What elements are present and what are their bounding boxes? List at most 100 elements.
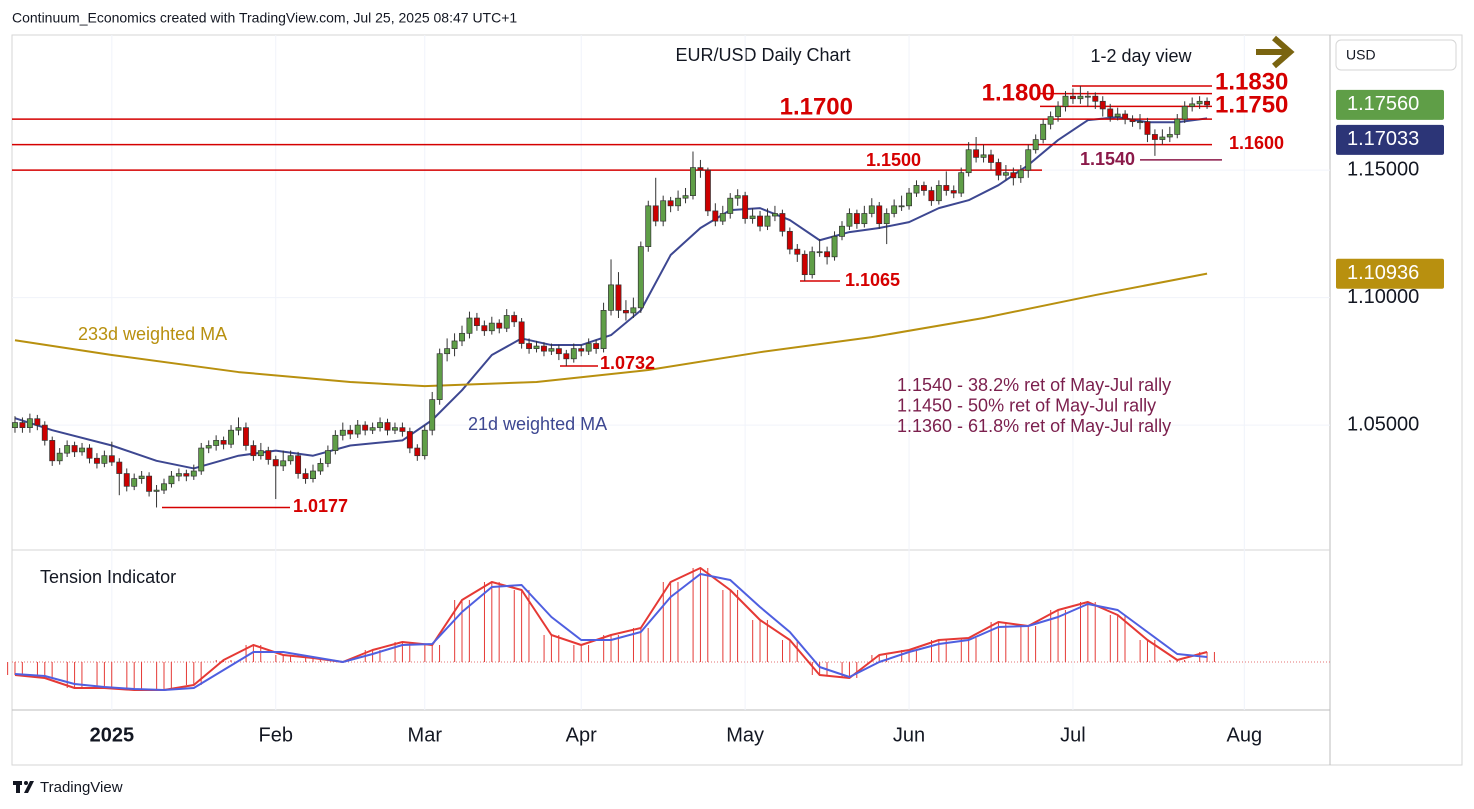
indicator-title: Tension Indicator bbox=[40, 567, 176, 587]
candle-body bbox=[466, 317, 473, 334]
candle-body bbox=[1151, 134, 1158, 140]
x-tick-label: Aug bbox=[1227, 724, 1263, 746]
candle-body bbox=[242, 427, 249, 446]
candle-body bbox=[153, 489, 160, 492]
candle-body bbox=[1062, 95, 1069, 107]
candle-body bbox=[548, 348, 555, 352]
candle-body bbox=[533, 345, 540, 349]
candle-body bbox=[190, 470, 197, 477]
candle-body bbox=[257, 450, 264, 457]
candle-body bbox=[295, 455, 302, 474]
candle-body bbox=[138, 475, 145, 479]
y-tick-label: 1.05000 bbox=[1347, 413, 1419, 435]
x-tick-label: 2025 bbox=[90, 724, 135, 746]
candle-body bbox=[615, 284, 622, 311]
candle-body bbox=[555, 348, 562, 355]
candle-body bbox=[473, 317, 480, 327]
candle-body bbox=[757, 215, 763, 227]
price-badge-label: 1.10936 bbox=[1347, 262, 1419, 284]
candle-body bbox=[570, 348, 577, 360]
candle-body bbox=[742, 195, 749, 219]
candle-body bbox=[511, 315, 518, 323]
candle-body bbox=[541, 345, 547, 352]
candle-body bbox=[891, 205, 898, 214]
candle-body bbox=[853, 213, 860, 225]
candle-body bbox=[883, 213, 890, 225]
x-tick-label: Feb bbox=[259, 724, 293, 746]
candle-body bbox=[481, 325, 488, 332]
candle-body bbox=[41, 424, 48, 441]
candle-body bbox=[697, 167, 704, 171]
candle-body bbox=[280, 460, 287, 467]
candle-body bbox=[1181, 106, 1188, 120]
candle-body bbox=[339, 429, 346, 436]
level-label: 1.1700 bbox=[780, 93, 853, 120]
candle-body bbox=[801, 253, 808, 276]
candle-body bbox=[272, 459, 279, 467]
candle-body bbox=[980, 154, 987, 158]
candle-body bbox=[1092, 95, 1099, 102]
candle-body bbox=[220, 440, 227, 445]
candle-body bbox=[809, 251, 816, 276]
price-badge-label: 1.17033 bbox=[1347, 128, 1419, 150]
candle-body bbox=[451, 340, 458, 349]
candle-body bbox=[228, 429, 234, 445]
footer-logo bbox=[13, 781, 34, 793]
candle-body bbox=[839, 225, 845, 237]
candle-body bbox=[1196, 100, 1203, 105]
candle-body bbox=[64, 445, 71, 454]
note: 1.1450 - 50% ret of May-Jul rally bbox=[897, 395, 1156, 415]
candle-body bbox=[123, 473, 130, 487]
price-badge bbox=[1336, 124, 1444, 155]
candle-body bbox=[652, 205, 659, 222]
subtitle: 1-2 day view bbox=[1090, 46, 1192, 66]
logo-part bbox=[24, 781, 28, 785]
series-label: 21d weighted MA bbox=[468, 414, 607, 434]
candle-body bbox=[1077, 95, 1084, 100]
direction-arrow bbox=[1256, 35, 1295, 69]
candle-body bbox=[1099, 100, 1106, 110]
candle-body bbox=[302, 473, 309, 479]
x-tick-label: Mar bbox=[408, 724, 443, 746]
candle-body bbox=[868, 205, 875, 214]
candle-body bbox=[332, 434, 339, 451]
candle-body bbox=[1189, 103, 1196, 107]
candle-body bbox=[764, 215, 771, 227]
candle-body bbox=[49, 440, 56, 462]
price-badge-label: 1.17560 bbox=[1347, 93, 1419, 115]
candle-body bbox=[488, 322, 495, 332]
candle-body bbox=[86, 447, 93, 459]
candle-body bbox=[421, 429, 428, 457]
candle-body bbox=[1040, 123, 1047, 140]
candle-body bbox=[347, 429, 354, 435]
candle-body bbox=[794, 248, 801, 255]
candle-body bbox=[608, 284, 614, 311]
candle-body bbox=[578, 348, 585, 352]
candle-body bbox=[824, 251, 831, 258]
candle-body bbox=[459, 332, 465, 342]
candle-body bbox=[920, 185, 927, 191]
candle-body bbox=[1166, 134, 1173, 138]
candle-body bbox=[108, 455, 115, 463]
currency-box[interactable] bbox=[1335, 39, 1457, 71]
footer-brand: TradingView bbox=[40, 779, 123, 796]
note: 1.1540 - 38.2% ret of May-Jul rally bbox=[897, 375, 1171, 395]
level-label: 1.1830 bbox=[1215, 68, 1288, 95]
price-badge bbox=[1336, 89, 1444, 120]
credit: Continuum_Economics created with Trading… bbox=[12, 10, 517, 26]
level-label: 1.1500 bbox=[866, 150, 921, 170]
candle-body bbox=[928, 190, 935, 202]
candle-body bbox=[1122, 113, 1129, 120]
candle-body bbox=[377, 422, 384, 429]
candle-body bbox=[600, 310, 607, 349]
x-tick-label: Jun bbox=[893, 724, 925, 746]
chart-title: EUR/USD Daily Chart bbox=[675, 45, 850, 65]
note: 1.1360 - 61.8% ret of May-Jul rally bbox=[897, 416, 1171, 436]
candle-body bbox=[943, 185, 950, 191]
candle-body bbox=[637, 246, 644, 309]
candle-body bbox=[846, 213, 853, 227]
level-label: 1.0732 bbox=[600, 353, 655, 373]
